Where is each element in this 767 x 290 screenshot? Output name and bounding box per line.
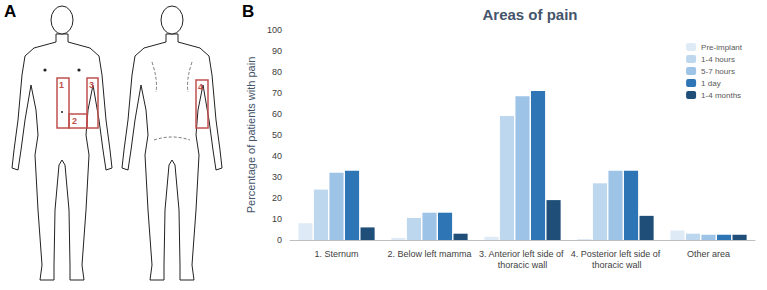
svg-text:Areas of pain: Areas of pain: [482, 6, 577, 23]
svg-text:A: A: [4, 2, 16, 21]
svg-text:70: 70: [272, 88, 282, 98]
svg-text:30: 30: [272, 172, 282, 182]
svg-text:1-4 hours: 1-4 hours: [701, 55, 735, 64]
svg-text:4. Posterior left side of: 4. Posterior left side of: [571, 249, 661, 259]
svg-text:20: 20: [272, 193, 282, 203]
svg-text:Pre-implant: Pre-implant: [701, 43, 743, 52]
svg-text:2: 2: [72, 116, 77, 126]
svg-text:thoracic wall: thoracic wall: [498, 260, 548, 270]
svg-text:100: 100: [267, 25, 282, 35]
svg-text:90: 90: [272, 46, 282, 56]
svg-text:40: 40: [272, 151, 282, 161]
svg-text:1-4 months: 1-4 months: [701, 91, 741, 100]
svg-text:Other area: Other area: [687, 249, 730, 259]
svg-text:50: 50: [272, 130, 282, 140]
svg-text:1. Sternum: 1. Sternum: [314, 249, 358, 259]
svg-text:80: 80: [272, 67, 282, 77]
svg-text:1: 1: [59, 80, 64, 90]
svg-text:1 day: 1 day: [701, 79, 721, 88]
svg-text:4: 4: [198, 82, 203, 92]
svg-text:10: 10: [272, 214, 282, 224]
svg-text:B: B: [242, 2, 254, 21]
svg-text:thoracic wall: thoracic wall: [589, 260, 641, 270]
svg-text:5-7 hours: 5-7 hours: [701, 67, 735, 76]
svg-text:3: 3: [89, 80, 94, 90]
svg-text:2. Below left mamma: 2. Below left mamma: [387, 249, 471, 259]
svg-text:60: 60: [272, 109, 282, 119]
svg-text:Percentage of patients with pa: Percentage of patients with pain: [245, 57, 257, 214]
svg-text:0: 0: [277, 235, 282, 245]
svg-text:3. Anterior left side of: 3. Anterior left side of: [479, 249, 566, 259]
